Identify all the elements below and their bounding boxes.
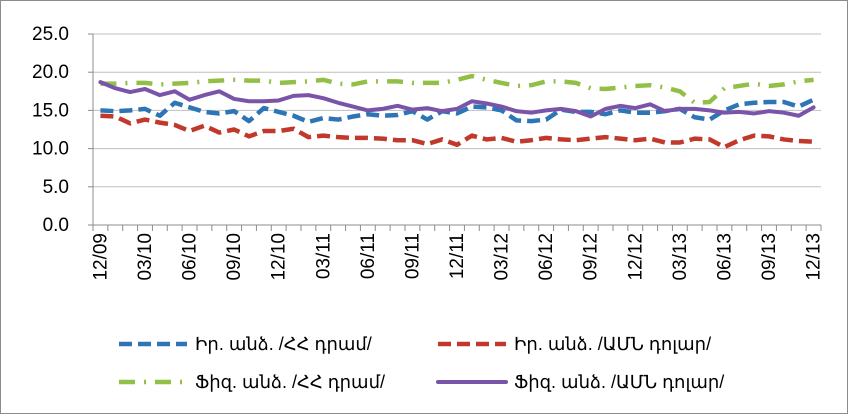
- legend-label-4: Ֆիզ. անձ. /ԱՄՆ դոլար/: [514, 372, 724, 392]
- x-tick-label: 03/13: [670, 233, 691, 281]
- series-line-2: [100, 113, 814, 150]
- x-tick-label: 09/12: [581, 233, 602, 281]
- series-line-3: [100, 73, 814, 106]
- x-tick-label: 06/12: [536, 233, 557, 281]
- x-tick-label: 03/12: [492, 233, 513, 281]
- legend: Իր. անձ. /ՀՀ դրամ/Իր. անձ. /ԱՄՆ դոլար/Ֆի…: [119, 334, 724, 392]
- series-line-4: [98, 80, 816, 119]
- x-tick-label: 12/12: [625, 233, 646, 281]
- x-tick-label: 12/11: [447, 233, 468, 279]
- x-tick-label: 03/11: [313, 233, 334, 279]
- axes: 0.0 5.0 10.0 15.0 20.0 25.0 12/09 03/10 06/10 09/…: [32, 24, 825, 281]
- x-tick-label: 09/11: [402, 233, 423, 279]
- y-tick-label: 10.0: [32, 139, 69, 160]
- x-tick-label: 12/09: [90, 233, 111, 281]
- x-tick-label: 06/10: [180, 233, 201, 281]
- series-line-1: [100, 97, 815, 125]
- x-tick-label: 09/10: [224, 233, 245, 281]
- x-tick-label: 06/13: [714, 233, 735, 281]
- y-tick-label: 0.0: [43, 215, 69, 236]
- x-tick-label: 12/10: [269, 233, 290, 281]
- x-tick-label: 03/10: [135, 233, 156, 281]
- y-tick-label: 20.0: [32, 62, 69, 83]
- x-tick-label: 06/11: [358, 233, 379, 279]
- legend-label-1: Իր. անձ. /ՀՀ դրամ/: [195, 334, 372, 354]
- y-tick-label: 25.0: [32, 24, 69, 45]
- legend-label-2: Իր. անձ. /ԱՄՆ դոլար/: [514, 334, 711, 354]
- series-lines: [98, 73, 816, 150]
- y-tick-label: 5.0: [43, 177, 69, 198]
- x-tick-label: 09/13: [759, 233, 780, 281]
- y-tick-label: 15.0: [32, 100, 69, 121]
- legend-label-3: Ֆիզ. անձ. /ՀՀ դրամ/: [195, 372, 385, 392]
- x-tick-label: 12/13: [804, 233, 825, 281]
